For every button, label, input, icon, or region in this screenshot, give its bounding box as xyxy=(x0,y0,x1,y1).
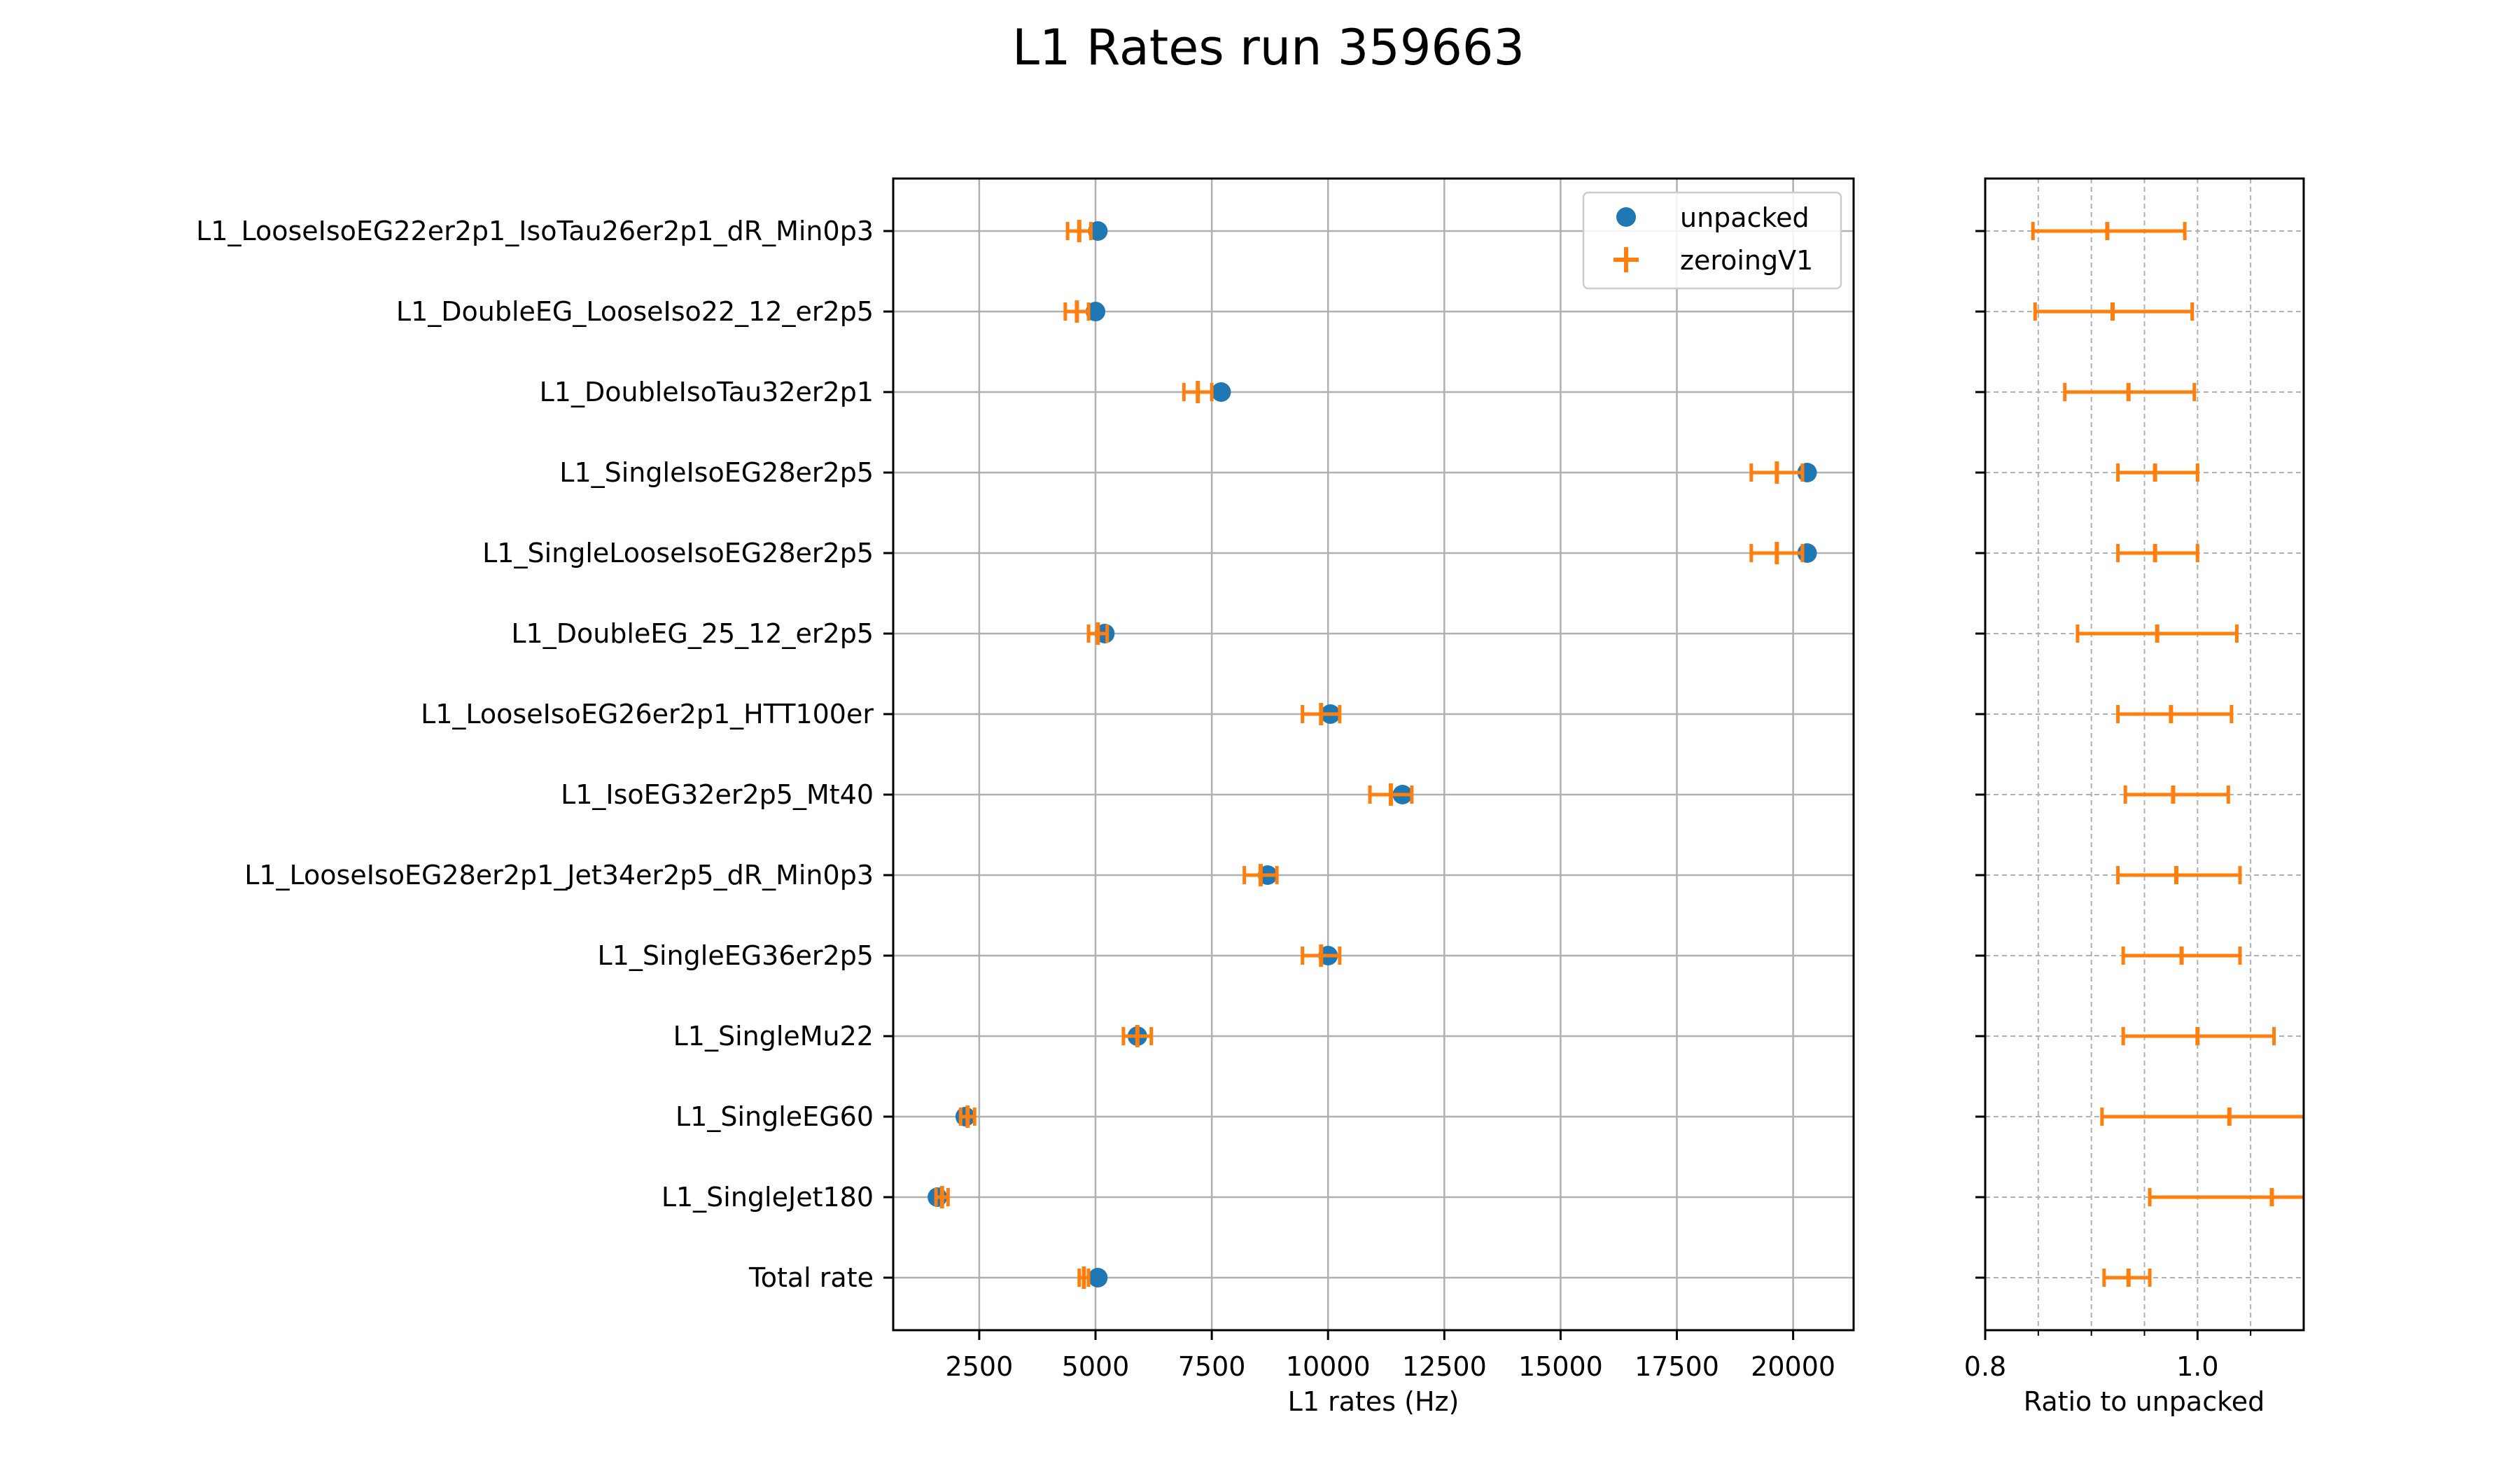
ratio-x-tick-label: 0.8 xyxy=(1964,1351,2006,1382)
category-label: L1_SingleLooseIsoEG28er2p5 xyxy=(482,538,874,568)
rates-x-ticks: 2500 5000 7500 10000 12500 15000 17500 20000 xyxy=(946,1330,1835,1382)
category-label: L1_SingleEG60 xyxy=(676,1101,874,1132)
ratio-x-tick-label: 1.0 xyxy=(2176,1351,2218,1382)
unpacked-point xyxy=(1086,302,1106,321)
ratio-grid xyxy=(1985,179,2304,1330)
unpacked-point xyxy=(1088,1268,1108,1287)
ratio-axes-frame xyxy=(1984,177,2305,1332)
rates-x-tick-label: 20000 xyxy=(1751,1351,1835,1382)
ratio-marks xyxy=(2031,222,2304,1287)
rates-x-tick-label: 12500 xyxy=(1402,1351,1487,1382)
rates-x-tick-label: 7500 xyxy=(1178,1351,1246,1382)
category-label: L1_LooseIsoEG22er2p1_IsoTau26er2p1_dR_Mi… xyxy=(196,216,874,246)
rates-axes-frame xyxy=(892,177,1855,1332)
rates-marks xyxy=(927,220,1817,1289)
ratio-x-ticks: 0.8 1.0 xyxy=(1964,1330,2252,1382)
category-label: L1_IsoEG32er2p5_Mt40 xyxy=(561,779,874,810)
category-label: L1_LooseIsoEG28er2p1_Jet34er2p5_dR_Min0p… xyxy=(244,860,874,891)
rates-x-tick-label: 17500 xyxy=(1634,1351,1719,1382)
rates-x-tick-label: 5000 xyxy=(1062,1351,1130,1382)
rates-x-tick-label: 15000 xyxy=(1518,1351,1603,1382)
ratio-panel: 0.8 1.0 Ratio to unpacked xyxy=(1964,177,2305,1417)
rates-grid xyxy=(893,179,1854,1330)
legend: unpacked zeroingV1 xyxy=(1582,191,1842,290)
legend-unpacked-label: unpacked xyxy=(1680,202,1809,233)
ratio-x-axis-label: Ratio to unpacked xyxy=(2024,1386,2265,1417)
category-label: L1_SingleMu22 xyxy=(673,1021,874,1052)
chart-title: L1 Rates run 359663 xyxy=(1012,19,1525,76)
unpacked-point xyxy=(1088,221,1108,241)
rates-x-tick-label: 10000 xyxy=(1286,1351,1371,1382)
rates-panel: L1_LooseIsoEG22er2p1_IsoTau26er2p1_dR_Mi… xyxy=(196,177,1855,1417)
category-label: L1_SingleJet180 xyxy=(662,1182,874,1213)
category-label: L1_LooseIsoEG26er2p1_HTT100er xyxy=(421,699,874,729)
category-label: L1_SingleIsoEG28er2p5 xyxy=(559,457,874,488)
rates-x-axis-label: L1 rates (Hz) xyxy=(1288,1386,1460,1417)
unpacked-point xyxy=(1211,382,1231,402)
rates-category-ticks: L1_LooseIsoEG22er2p1_IsoTau26er2p1_dR_Mi… xyxy=(196,216,893,1293)
legend-frame xyxy=(1582,191,1842,290)
legend-zeroing-label: zeroingV1 xyxy=(1680,245,1813,276)
rates-x-tick-label: 2500 xyxy=(946,1351,1014,1382)
category-label: L1_DoubleEG_LooseIso22_12_er2p5 xyxy=(396,296,874,327)
category-label: Total rate xyxy=(748,1262,874,1293)
category-label: L1_DoubleEG_25_12_er2p5 xyxy=(511,618,874,649)
category-label: L1_SingleEG36er2p5 xyxy=(598,940,874,971)
category-label: L1_DoubleIsoTau32er2p1 xyxy=(540,377,874,407)
ratio-category-ticks xyxy=(1975,230,1985,1279)
legend-unpacked-marker xyxy=(1616,207,1636,227)
